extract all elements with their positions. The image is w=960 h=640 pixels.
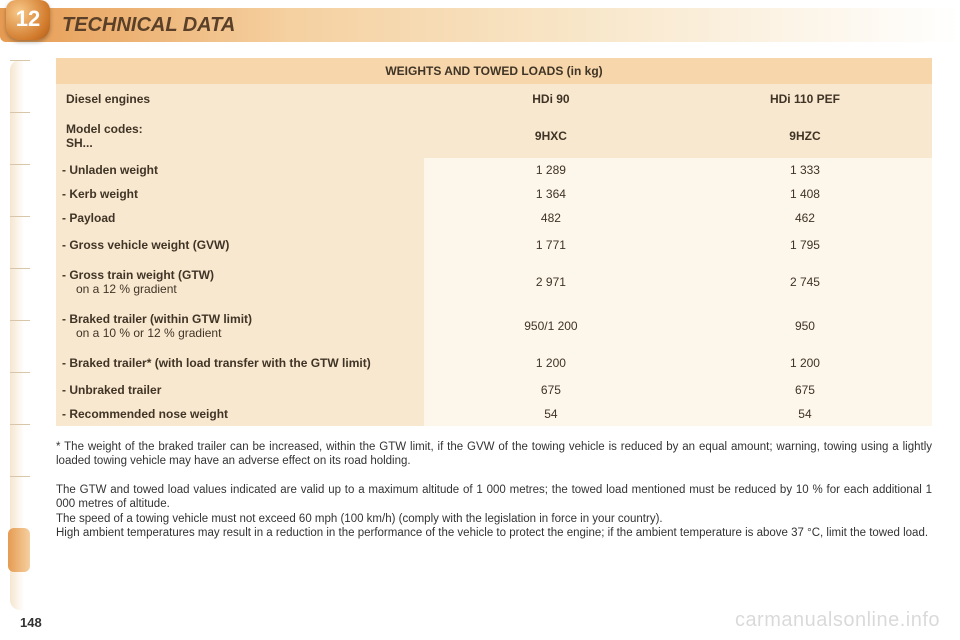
row-label: - Braked trailer (within GTW limit)on a … <box>56 304 424 348</box>
row-value-2: 1 408 <box>678 182 932 206</box>
table-row: - Unladen weight1 2891 333 <box>56 158 932 182</box>
table-row: - Unbraked trailer675675 <box>56 378 932 402</box>
row-label: - Kerb weight <box>56 182 424 206</box>
row-label: - Payload <box>56 206 424 230</box>
table-row: - Braked trailer* (with load transfer wi… <box>56 348 932 378</box>
watermark: carmanualsonline.info <box>735 609 940 632</box>
row-label: - Braked trailer* (with load transfer wi… <box>56 348 424 378</box>
row-label: - Unladen weight <box>56 158 424 182</box>
weights-table: WEIGHTS AND TOWED LOADS (in kg) Diesel e… <box>56 58 932 426</box>
active-tab-indicator <box>8 528 30 572</box>
row-sublabel: on a 10 % or 12 % gradient <box>70 326 414 340</box>
row-value-1: 675 <box>424 378 678 402</box>
table-row: - Kerb weight1 3641 408 <box>56 182 932 206</box>
row-value-2: 1 795 <box>678 230 932 260</box>
row-value-2: 2 745 <box>678 260 932 304</box>
row-label: - Gross vehicle weight (GVW) <box>56 230 424 260</box>
table-row: - Braked trailer (within GTW limit)on a … <box>56 304 932 348</box>
table-row: - Gross vehicle weight (GVW)1 7711 795 <box>56 230 932 260</box>
header-label: Diesel engines <box>56 84 424 114</box>
header-label: Model codes: SH... <box>56 114 424 158</box>
table-title: WEIGHTS AND TOWED LOADS (in kg) <box>56 58 932 84</box>
row-value-2: 1 200 <box>678 348 932 378</box>
row-label: - Recommended nose weight <box>56 402 424 426</box>
body-text: The GTW and towed load values indicated … <box>56 483 932 541</box>
row-value-2: 54 <box>678 402 932 426</box>
left-tab-strip <box>10 60 30 610</box>
row-value-1: 2 971 <box>424 260 678 304</box>
page-title: TECHNICAL DATA <box>62 14 235 37</box>
table-title-row: WEIGHTS AND TOWED LOADS (in kg) <box>56 58 932 84</box>
row-value-1: 482 <box>424 206 678 230</box>
page-number: 148 <box>20 615 42 630</box>
row-label: - Gross train weight (GTW)on a 12 % grad… <box>56 260 424 304</box>
footnote-text: * The weight of the braked trailer can b… <box>56 440 932 469</box>
table-row: - Gross train weight (GTW)on a 12 % grad… <box>56 260 932 304</box>
table-row: - Payload482462 <box>56 206 932 230</box>
row-value-1: 1 771 <box>424 230 678 260</box>
row-sublabel: on a 12 % gradient <box>70 282 414 296</box>
row-value-2: 462 <box>678 206 932 230</box>
row-value-2: 1 333 <box>678 158 932 182</box>
row-value-1: 1 364 <box>424 182 678 206</box>
header-col1: HDi 90 <box>424 84 678 114</box>
chapter-badge: 12 <box>6 0 50 40</box>
table-header-engines: Diesel engines HDi 90 HDi 110 PEF <box>56 84 932 114</box>
row-value-2: 950 <box>678 304 932 348</box>
header-col2: 9HZC <box>678 114 932 158</box>
row-label: - Unbraked trailer <box>56 378 424 402</box>
row-value-1: 1 200 <box>424 348 678 378</box>
row-value-1: 950/1 200 <box>424 304 678 348</box>
header-col1: 9HXC <box>424 114 678 158</box>
table-header-codes: Model codes: SH... 9HXC 9HZC <box>56 114 932 158</box>
header-col2: HDi 110 PEF <box>678 84 932 114</box>
row-value-2: 675 <box>678 378 932 402</box>
row-value-1: 1 289 <box>424 158 678 182</box>
content-area: WEIGHTS AND TOWED LOADS (in kg) Diesel e… <box>56 58 932 540</box>
table-row: - Recommended nose weight5454 <box>56 402 932 426</box>
row-value-1: 54 <box>424 402 678 426</box>
